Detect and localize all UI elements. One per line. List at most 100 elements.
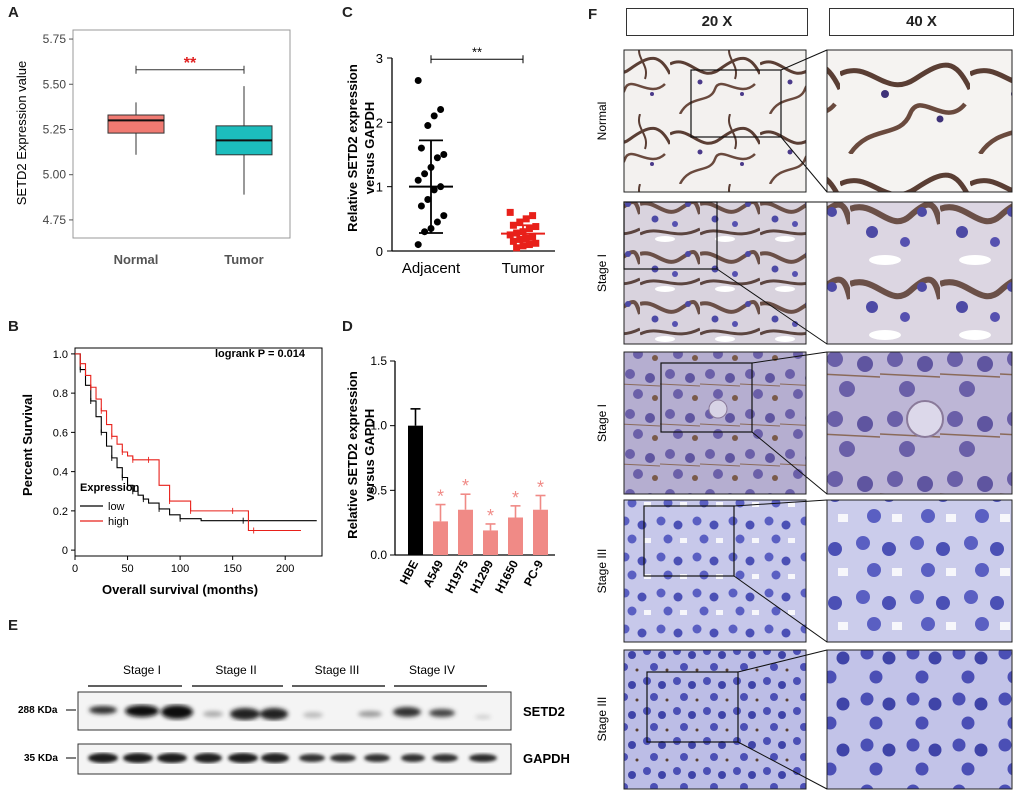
bar-a549	[433, 521, 448, 555]
zoom-box-stage1b	[660, 362, 753, 433]
x-tick-label: Tumor	[224, 252, 263, 267]
data-point	[532, 223, 540, 231]
ihc-stage1b-feature	[708, 399, 728, 419]
y-tick-label: 0.5	[370, 483, 387, 497]
data-point	[519, 242, 527, 250]
x-tick-label: Adjacent	[402, 260, 461, 277]
zoom-box-stage3a	[643, 505, 735, 577]
y-tick-label: 1.0	[370, 419, 387, 433]
panel-c-label: C	[342, 4, 353, 21]
y-tick-label: 1.0	[53, 349, 68, 361]
setd2-bands	[89, 705, 491, 720]
panel-f-ihc-grid: Normal Stage I Stage I Stage III Stage I…	[595, 49, 1013, 790]
stage-label-2: Stage II	[215, 663, 256, 677]
panel-b-frame	[74, 347, 323, 557]
zoom-line-stage1b-bottom	[751, 431, 828, 495]
data-point	[414, 77, 422, 85]
stage-label-1: Stage I	[123, 663, 161, 677]
y-tick-label: 0.0	[370, 548, 387, 562]
zoom-line-normal-top	[780, 49, 828, 71]
bar-hbe	[408, 425, 423, 555]
row-label-normal: Normal	[595, 102, 609, 141]
x-tick-label: Normal	[114, 252, 159, 267]
y-tick-label: 1.5	[370, 354, 387, 368]
col-header-40x: 40 X	[829, 8, 1014, 36]
data-point	[430, 112, 438, 120]
data-point	[516, 218, 524, 226]
zoom-line-stage1a-bottom	[716, 268, 828, 345]
ihc-stage3b-40x	[826, 649, 1013, 790]
x-tick-label: HBE	[397, 558, 421, 587]
x-tick-label: 150	[223, 563, 241, 575]
data-point	[522, 234, 530, 242]
zoom-line-stage3b-bottom	[737, 741, 828, 790]
panel-b-survival: Percent Survival Overall survival (month…	[20, 347, 323, 597]
x-tick-label: Tumor	[502, 260, 545, 277]
sig-star: *	[487, 506, 494, 526]
ihc-stage1a-20x	[623, 201, 807, 345]
row-label-stage3a: Stage III	[595, 549, 609, 594]
y-tick-label: 0.8	[53, 388, 68, 400]
bar-h1650	[508, 517, 523, 555]
panel-b-logrank: logrank P = 0.014	[215, 348, 306, 360]
panel-d-label: D	[342, 318, 353, 335]
panel-a-label: A	[8, 4, 19, 21]
row-label-stage1b: Stage I	[595, 404, 609, 442]
panel-a-boxplot: SETD2 Expression value 4.75 5.00 5.25 5.50 5…	[14, 29, 291, 267]
sig-stars: **	[472, 44, 482, 59]
data-point	[513, 244, 521, 252]
x-tick-label: A549	[420, 558, 446, 590]
zoom-box-stage1a	[623, 201, 718, 270]
sig-stars: **	[184, 55, 197, 72]
zoom-line-stage3a-bottom	[733, 575, 828, 643]
bar-h1299	[483, 530, 498, 555]
data-point	[529, 212, 537, 220]
panel-a-frame	[72, 29, 291, 239]
x-tick-label: H1650	[492, 558, 521, 596]
data-point	[506, 208, 514, 216]
panel-e-label: E	[8, 617, 19, 634]
panel-c-ylabel-1: Relative SETD2 expression	[345, 64, 360, 232]
panel-a-ylabel: SETD2 Expression value	[14, 61, 29, 206]
data-point	[440, 212, 448, 220]
ihc-stage1b-20x	[623, 351, 807, 495]
panel-b-ylabel: Percent Survival	[20, 394, 35, 496]
y-tick-label: 2	[376, 115, 383, 130]
sig-star: *	[462, 476, 469, 496]
y-tick-label: 0	[376, 244, 383, 259]
data-point	[525, 224, 533, 232]
box-normal	[107, 114, 165, 134]
bar-pc-9	[533, 509, 548, 555]
bar-h1975	[458, 509, 473, 555]
zoom-box-normal	[690, 69, 782, 138]
ihc-stage1a-40x	[826, 201, 1013, 345]
ihc-stage3a-20x	[623, 499, 807, 643]
data-point	[421, 170, 429, 178]
data-point	[433, 154, 441, 162]
data-point	[424, 122, 432, 130]
y-tick-label: 0.6	[53, 427, 68, 439]
panel-f-label: F	[588, 6, 598, 23]
data-point	[417, 202, 425, 210]
y-tick-label: 5.25	[43, 122, 67, 136]
data-point	[522, 215, 530, 223]
panel-b-legend-title: Expression	[80, 482, 140, 494]
panel-d-ylabel-1: Relative SETD2 expression	[345, 371, 360, 539]
zoom-box-stage3b	[646, 671, 739, 743]
data-point	[421, 228, 429, 236]
marker-35kda: 35 KDa	[24, 753, 58, 764]
x-tick-label: 200	[276, 563, 294, 575]
setd2-band-label: SETD2	[523, 704, 565, 719]
y-tick-label: 5.75	[43, 32, 67, 46]
legend-label-low: low	[108, 501, 125, 513]
sig-star: *	[537, 478, 544, 498]
data-point	[532, 239, 540, 247]
data-point	[424, 196, 432, 204]
panel-e-western-blot: Stage I Stage II Stage III Stage IV 288 …	[18, 663, 570, 775]
y-tick-label: 3	[376, 51, 383, 66]
data-point	[440, 151, 448, 158]
sig-star: *	[437, 487, 444, 507]
data-point	[506, 231, 514, 239]
y-tick-label: 4.75	[43, 213, 67, 227]
data-point	[437, 105, 445, 113]
